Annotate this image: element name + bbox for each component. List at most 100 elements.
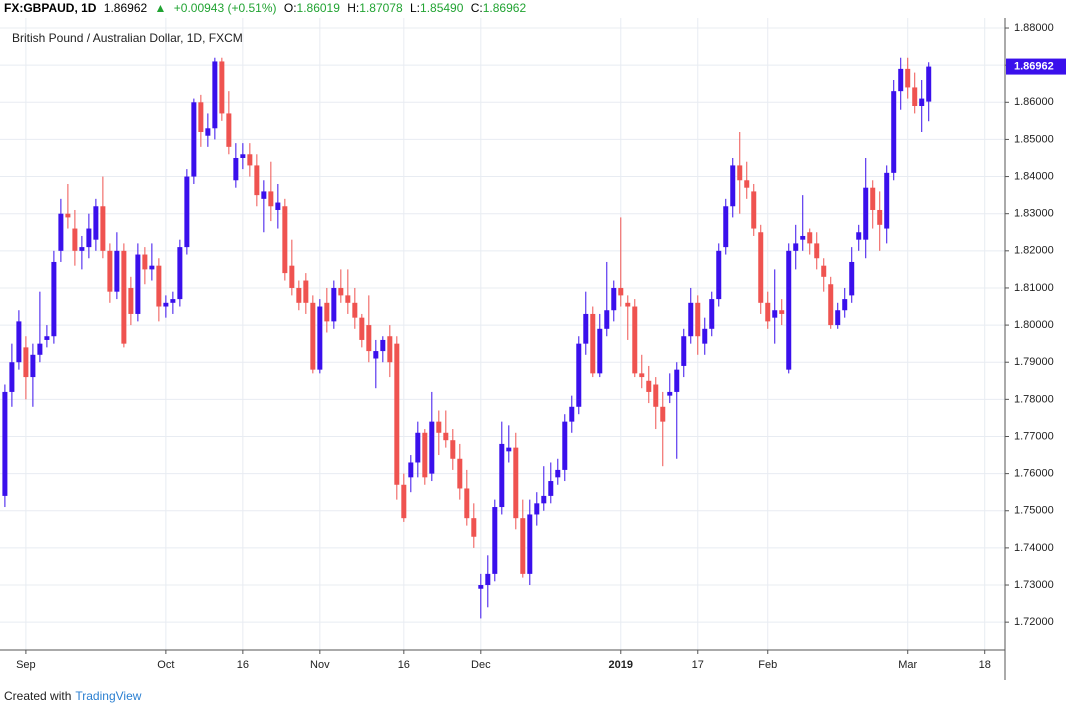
candle-body bbox=[9, 362, 15, 392]
candle-body bbox=[569, 406, 575, 422]
candle-body bbox=[443, 432, 449, 441]
candle-body bbox=[135, 254, 141, 314]
y-tick-label: 1.81000 bbox=[1014, 282, 1054, 294]
candle-body bbox=[555, 469, 561, 478]
candle-body bbox=[730, 165, 736, 207]
candle-body bbox=[870, 187, 876, 210]
candle-body bbox=[37, 343, 43, 355]
candle-body bbox=[534, 503, 540, 515]
candle-body bbox=[16, 321, 22, 363]
candle-body bbox=[429, 421, 435, 474]
candle-body bbox=[499, 443, 505, 508]
candle-body bbox=[849, 261, 855, 296]
candle-body bbox=[604, 310, 610, 329]
candle-body bbox=[345, 295, 351, 303]
y-tick-label: 1.77000 bbox=[1014, 430, 1054, 442]
candle-body bbox=[751, 191, 757, 229]
candle-body bbox=[149, 265, 155, 270]
candle-body bbox=[863, 187, 869, 240]
candle-body bbox=[324, 302, 330, 322]
candle-body bbox=[408, 462, 414, 478]
x-tick-label: 16 bbox=[237, 659, 249, 671]
close-label: C: bbox=[470, 1, 483, 15]
symbol: FX:GBPAUD, 1D bbox=[4, 1, 97, 15]
open: 1.86019 bbox=[296, 1, 340, 15]
footer: Created with TradingView bbox=[4, 689, 141, 703]
candle-body bbox=[93, 206, 99, 240]
candle-body bbox=[394, 343, 400, 485]
x-tick-label: 18 bbox=[979, 659, 991, 671]
candle-body bbox=[268, 191, 274, 207]
candle-body bbox=[380, 339, 386, 352]
candle-body bbox=[625, 302, 631, 307]
candle-body bbox=[548, 481, 554, 496]
brand-link[interactable]: TradingView bbox=[75, 689, 142, 703]
candle-body bbox=[296, 287, 302, 303]
candle-body bbox=[513, 447, 519, 519]
y-tick-label: 1.84000 bbox=[1014, 170, 1054, 182]
candle-body bbox=[492, 507, 498, 574]
candle-body bbox=[387, 336, 393, 363]
header: FX:GBPAUD, 1D 1.86962 ▲ +0.00943 (+0.51%… bbox=[4, 1, 530, 15]
candle-body bbox=[275, 202, 281, 210]
candle-body bbox=[79, 247, 85, 251]
candle-body bbox=[51, 261, 57, 337]
x-tick-label: Dec bbox=[471, 659, 491, 671]
candle-body bbox=[121, 250, 127, 344]
y-tick-label: 1.79000 bbox=[1014, 356, 1054, 368]
candle-body bbox=[464, 488, 470, 519]
high: 1.87078 bbox=[359, 1, 403, 15]
candle-body bbox=[366, 325, 372, 352]
candle-body bbox=[828, 284, 834, 326]
candle-body bbox=[723, 206, 729, 248]
candle-body bbox=[184, 176, 190, 248]
candle-body bbox=[485, 573, 491, 586]
candle-body bbox=[800, 235, 806, 240]
candle-body bbox=[793, 243, 799, 251]
candle-body bbox=[261, 191, 267, 199]
y-tick-label: 1.85000 bbox=[1014, 133, 1054, 145]
candle-body bbox=[590, 313, 596, 374]
candle-body bbox=[737, 165, 743, 181]
axes: 1.72000 1.73000 1.74000 1.75000 1.76000 1.770… bbox=[16, 22, 1066, 671]
candle-body bbox=[128, 287, 134, 314]
candle-body bbox=[576, 343, 582, 407]
candle-body bbox=[177, 247, 183, 300]
candle-body bbox=[681, 336, 687, 366]
candle-body bbox=[821, 265, 827, 277]
open-label: O: bbox=[283, 1, 297, 15]
y-tick-label: 1.76000 bbox=[1014, 468, 1054, 480]
x-tick-label: 17 bbox=[692, 659, 704, 671]
candle-body bbox=[415, 432, 421, 463]
chart-title: British Pound / Australian Dollar, 1D, F… bbox=[12, 31, 243, 45]
x-tick-label: Nov bbox=[310, 659, 330, 671]
x-tick-label: Feb bbox=[758, 659, 777, 671]
candle-body bbox=[310, 302, 316, 370]
candle-body bbox=[240, 154, 246, 158]
candle-body bbox=[583, 313, 589, 344]
candle-body bbox=[422, 432, 428, 478]
candle-body bbox=[856, 232, 862, 240]
candle-body bbox=[716, 250, 722, 300]
candle-body bbox=[100, 206, 106, 251]
candle-body bbox=[891, 91, 897, 173]
candle-body bbox=[772, 310, 778, 318]
high-label: H: bbox=[347, 1, 360, 15]
candle-body bbox=[835, 310, 841, 326]
candle-body bbox=[618, 287, 624, 296]
candle-body bbox=[884, 172, 890, 229]
last-price: 1.86962 bbox=[103, 1, 148, 15]
candle-body bbox=[562, 421, 568, 470]
candle-body bbox=[198, 102, 204, 132]
candle-body bbox=[142, 254, 148, 270]
candle-body bbox=[709, 299, 715, 329]
candle-body bbox=[898, 68, 904, 92]
candle-body bbox=[688, 302, 694, 337]
candle-body bbox=[247, 154, 253, 166]
candle-body bbox=[695, 302, 701, 337]
candle-body bbox=[520, 518, 526, 574]
candle-body bbox=[233, 157, 239, 181]
candle-body bbox=[156, 265, 162, 307]
